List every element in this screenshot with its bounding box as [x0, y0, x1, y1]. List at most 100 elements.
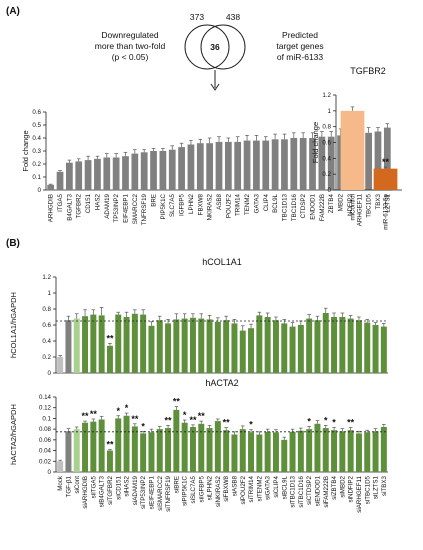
chart3-significance-mark: ** — [131, 414, 139, 424]
chart2-bar — [322, 313, 329, 373]
chart2-bar — [297, 325, 304, 373]
chart3-significance-mark: * — [183, 410, 187, 420]
chart0-bar — [56, 171, 64, 190]
chart2-bar — [98, 315, 105, 373]
chart3-significance-mark: ** — [189, 415, 197, 425]
chart3-ylabel: hACTA2/hGAPDH — [9, 404, 18, 465]
chart2-bar — [181, 318, 188, 373]
chart3-bar — [272, 432, 279, 472]
acta2-xtick: siADAM19 — [132, 475, 139, 505]
chart2-bar — [173, 319, 180, 373]
chart3-bar — [173, 409, 180, 472]
acta2-xtick: siTBC1D5 — [364, 475, 371, 504]
venn-right-label-2: target genes — [276, 41, 323, 51]
fc-xtick: POU2F2 — [225, 193, 232, 218]
chart0-bar — [140, 152, 148, 190]
chart2-bar — [214, 321, 221, 373]
venn-overlap-count: 36 — [210, 42, 220, 52]
chart2-bar — [115, 314, 122, 373]
chart2-bar — [331, 317, 338, 373]
chart2-ytick-label: 0.6 — [42, 322, 51, 329]
fc-xtick: CD151 — [85, 193, 92, 213]
chart2-ytick-label: 0.8 — [42, 306, 51, 313]
chart1-ytick-label: 1 — [328, 108, 332, 115]
acta2-xtick: siSMARCC2 — [157, 475, 164, 510]
acta2-xtick: siPIP5K1C — [182, 475, 189, 505]
venn-left-label-1: Downregulated — [101, 30, 158, 40]
chart3-bar — [339, 431, 346, 472]
chart0-ytick-label: 0.2 — [32, 161, 41, 168]
acta2-xtick: siFBXW8 — [223, 475, 230, 501]
chart3-significance-mark: * — [332, 418, 336, 428]
chart3-bar — [82, 422, 89, 472]
chart3-significance-mark: * — [249, 420, 253, 430]
fc-xtick: TBC1D5 — [366, 193, 373, 217]
chart3-bar — [380, 427, 387, 472]
acta2-xtick: siTBC1D16 — [298, 475, 305, 507]
acta2-xtick: TGF-β1 — [65, 475, 72, 497]
venn-left-label-2: more than two-fold — [95, 41, 166, 51]
fc-xtick: NKIRAS2 — [207, 193, 214, 220]
chart2-ytick-label: 0 — [48, 370, 52, 377]
chart2-bar — [82, 316, 89, 373]
chart3-bar — [65, 431, 72, 472]
chart2-bar — [189, 317, 196, 373]
acta2-xtick: siHAS2 — [124, 475, 131, 496]
acta2-xtick: siBCL9L — [281, 475, 288, 499]
chart3-bar — [156, 429, 163, 472]
fc-xtick: B4GALT3 — [66, 193, 73, 220]
chart3-bar — [364, 432, 371, 472]
panel-label-a: (A) — [6, 6, 20, 17]
chart1-title: TGFBR2 — [350, 66, 386, 76]
chart3-bar — [256, 434, 263, 472]
chart2-bar — [156, 320, 163, 373]
chart2-bar — [223, 320, 230, 373]
chart0-ytick-label: 0.1 — [32, 174, 41, 181]
fc-xtick: PIP5K1C — [160, 193, 167, 219]
venn-right-count: 438 — [226, 12, 240, 22]
acta2-xtick: siARHGEF11 — [356, 475, 363, 512]
chart0-ytick-label: 0.3 — [32, 148, 41, 155]
fc-xtick: IGFBP5 — [179, 193, 186, 216]
fc-xtick: FAM222B — [319, 194, 326, 221]
acta2-xtick: siCTDSP2 — [306, 475, 313, 504]
acta2-xtick: siASB8 — [231, 475, 238, 496]
acta2-xtick: siEIF4EBP1 — [148, 475, 155, 509]
chart2-ytick-label: 0.2 — [42, 354, 51, 361]
chart3-significance-mark: ** — [90, 409, 98, 419]
chart3-bar — [281, 439, 288, 472]
acta2-xtick: siTBC1D13 — [290, 475, 297, 507]
acta2-xtick: siSLC7A5 — [190, 475, 197, 503]
chart3-bar — [148, 432, 155, 472]
chart1-ytick-label: 0 — [328, 187, 332, 194]
chart2-bar — [165, 323, 172, 373]
fc-xtick: HAS2 — [94, 193, 101, 210]
fc-xtick: ASB8 — [216, 193, 223, 209]
fc-xtick: TBC1D16 — [291, 193, 298, 221]
acta2-xtick: siTENM2 — [256, 475, 263, 501]
acta2-xtick: siTRIM14 — [248, 475, 255, 502]
chart0-bar — [84, 160, 92, 190]
chart3-bar — [73, 429, 80, 472]
chart2-bar — [106, 345, 113, 373]
chart3-significance-mark: * — [324, 415, 328, 425]
chart2-bar — [314, 320, 321, 373]
chart1-ytick-label: 1.2 — [322, 92, 331, 99]
chart1-ytick-label: 0.8 — [322, 124, 331, 131]
acta2-xtick: siNDFIP2 — [348, 475, 355, 502]
chart2-bar — [281, 323, 288, 373]
fc-xtick: CLIP4 — [263, 193, 270, 211]
chart3-significance-mark: ** — [198, 411, 206, 421]
chart1-bar — [340, 110, 365, 190]
chart0-bar — [271, 139, 279, 190]
chart2-bar — [347, 318, 354, 373]
acta2-xtick: siGATA3 — [265, 475, 272, 499]
fc-xtick: SMARCC2 — [132, 193, 139, 224]
chart2-bar — [198, 318, 205, 373]
chart3-bar — [223, 430, 230, 472]
chart3-bar — [289, 431, 296, 472]
chart0-ytick-label: 0 — [38, 187, 42, 194]
chart0-bar — [281, 139, 288, 190]
acta2-xtick: siZBTB4 — [331, 475, 338, 499]
chart2-ytick-label: 0.4 — [42, 338, 51, 345]
